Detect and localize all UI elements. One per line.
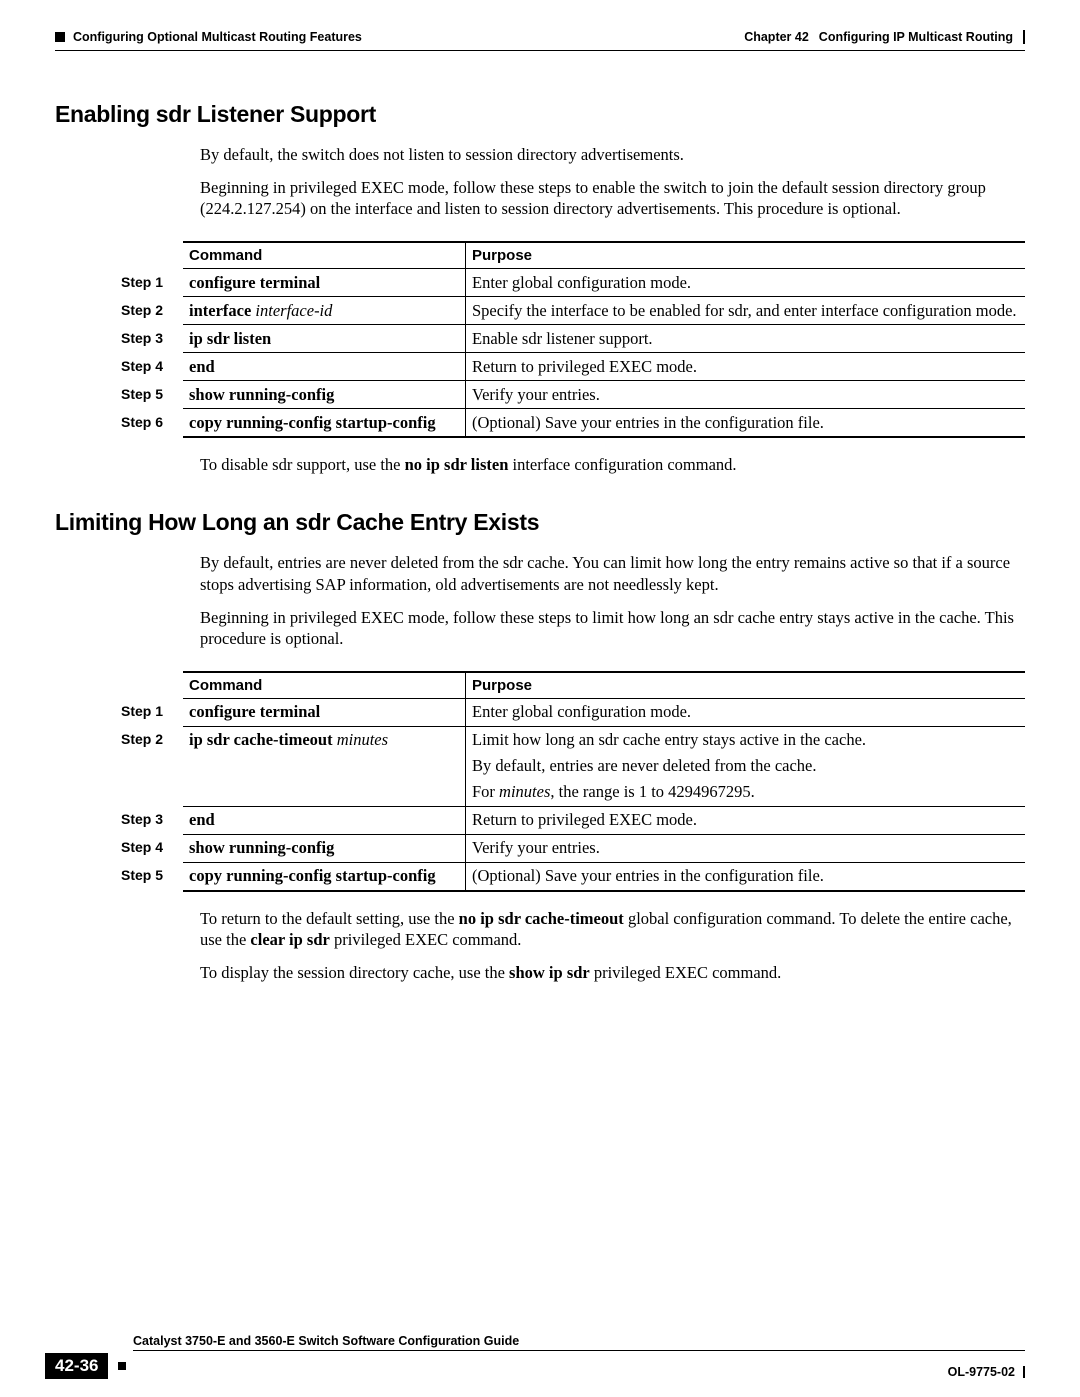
table-row: Step 4endReturn to privileged EXEC mode. xyxy=(115,353,1025,381)
section1-heading: Enabling sdr Listener Support xyxy=(55,101,1025,128)
section1-note-bold: no ip sdr listen xyxy=(405,455,509,474)
section2-notes: To return to the default setting, use th… xyxy=(200,908,1025,983)
command-cell: show running-config xyxy=(183,381,466,409)
step-label: Step 1 xyxy=(115,269,183,297)
step-label: Step 3 xyxy=(115,325,183,353)
table-row: Step 1configure terminalEnter global con… xyxy=(115,698,1025,726)
section2-para2: Beginning in privileged EXEC mode, follo… xyxy=(200,607,1025,649)
table2: Command Purpose Step 1configure terminal… xyxy=(115,671,1025,892)
header-chapter-number: Chapter 42 xyxy=(744,30,809,44)
step-label: Step 5 xyxy=(115,862,183,891)
step-label: Step 2 xyxy=(115,726,183,806)
table-row: Step 5show running-configVerify your ent… xyxy=(115,381,1025,409)
purpose-cell: (Optional) Save your entries in the conf… xyxy=(466,409,1026,438)
section2-noteB-prefix: To display the session directory cache, … xyxy=(200,963,509,982)
table-row: Step 3endReturn to privileged EXEC mode. xyxy=(115,806,1025,834)
step-label: Step 5 xyxy=(115,381,183,409)
table-row: Step 5copy running-config startup-config… xyxy=(115,862,1025,891)
command-cell: ip sdr cache-timeout minutes xyxy=(183,726,466,806)
command-cell: configure terminal xyxy=(183,269,466,297)
table2-header-purpose: Purpose xyxy=(466,672,1026,699)
header-square-icon xyxy=(55,32,65,42)
purpose-cell: Verify your entries. xyxy=(466,381,1026,409)
command-cell: copy running-config startup-config xyxy=(183,862,466,891)
command-cell: show running-config xyxy=(183,834,466,862)
purpose-cell: Return to privileged EXEC mode. xyxy=(466,353,1026,381)
step-label: Step 3 xyxy=(115,806,183,834)
table1-header-command: Command xyxy=(183,242,466,269)
footer-rule xyxy=(133,1350,1025,1351)
command-cell: end xyxy=(183,806,466,834)
section2-noteB-suffix: privileged EXEC command. xyxy=(590,963,782,982)
header-chapter-title: Configuring IP Multicast Routing xyxy=(819,30,1013,44)
table1-header-blank xyxy=(115,242,183,269)
section2-noteB-bold: show ip sdr xyxy=(509,963,590,982)
step-label: Step 6 xyxy=(115,409,183,438)
section2-noteA-prefix: To return to the default setting, use th… xyxy=(200,909,459,928)
table-row: Step 3ip sdr listenEnable sdr listener s… xyxy=(115,325,1025,353)
command-cell: ip sdr listen xyxy=(183,325,466,353)
command-cell: end xyxy=(183,353,466,381)
table-row: Step 6copy running-config startup-config… xyxy=(115,409,1025,438)
purpose-cell: Verify your entries. xyxy=(466,834,1026,862)
footer-doc-id: OL-9775-02 xyxy=(948,1365,1015,1379)
section2-noteA-bold2: clear ip sdr xyxy=(250,930,329,949)
table-row: Step 2interface interface-idSpecify the … xyxy=(115,297,1025,325)
table2-header-command: Command xyxy=(183,672,466,699)
purpose-cell: Enter global configuration mode. xyxy=(466,269,1026,297)
header-section-label: Configuring Optional Multicast Routing F… xyxy=(73,30,362,44)
section1-para1: By default, the switch does not listen t… xyxy=(200,144,1025,165)
step-label: Step 4 xyxy=(115,353,183,381)
step-label: Step 2 xyxy=(115,297,183,325)
table2-header-blank xyxy=(115,672,183,699)
table-row: Step 1configure terminalEnter global con… xyxy=(115,269,1025,297)
step-label: Step 4 xyxy=(115,834,183,862)
footer-square-icon xyxy=(118,1362,126,1370)
command-argument: interface-id xyxy=(255,301,332,320)
page-footer: Catalyst 3750-E and 3560-E Switch Softwa… xyxy=(45,1334,1025,1379)
section1-note-prefix: To disable sdr support, use the xyxy=(200,455,405,474)
command-cell: configure terminal xyxy=(183,698,466,726)
section1-para2: Beginning in privileged EXEC mode, follo… xyxy=(200,177,1025,219)
purpose-cell: Limit how long an sdr cache entry stays … xyxy=(466,726,1026,806)
section1-body: By default, the switch does not listen t… xyxy=(200,144,1025,219)
header-rule xyxy=(55,50,1025,51)
page-number: 42-36 xyxy=(45,1353,108,1379)
footer-bar-icon xyxy=(1023,1366,1025,1378)
table1-header-purpose: Purpose xyxy=(466,242,1026,269)
section2-body: By default, entries are never deleted fr… xyxy=(200,552,1025,648)
header-bar-icon xyxy=(1023,30,1025,44)
table-row: Step 4show running-configVerify your ent… xyxy=(115,834,1025,862)
section2-heading: Limiting How Long an sdr Cache Entry Exi… xyxy=(55,509,1025,536)
purpose-cell: Return to privileged EXEC mode. xyxy=(466,806,1026,834)
purpose-cell: (Optional) Save your entries in the conf… xyxy=(466,862,1026,891)
section1-note: To disable sdr support, use the no ip sd… xyxy=(200,454,1025,475)
step-label: Step 1 xyxy=(115,698,183,726)
command-argument: minutes xyxy=(337,730,388,749)
purpose-cell: Specify the interface to be enabled for … xyxy=(466,297,1026,325)
section2-para1: By default, entries are never deleted fr… xyxy=(200,552,1025,594)
section1-note-suffix: interface configuration command. xyxy=(508,455,736,474)
purpose-cell: Enter global configuration mode. xyxy=(466,698,1026,726)
section2-noteA-bold1: no ip sdr cache-timeout xyxy=(459,909,624,928)
command-cell: interface interface-id xyxy=(183,297,466,325)
running-header: Configuring Optional Multicast Routing F… xyxy=(55,30,1025,44)
footer-guide-title: Catalyst 3750-E and 3560-E Switch Softwa… xyxy=(133,1334,1025,1348)
section2-noteA-suffix: privileged EXEC command. xyxy=(330,930,522,949)
purpose-cell: Enable sdr listener support. xyxy=(466,325,1026,353)
table1: Command Purpose Step 1configure terminal… xyxy=(115,241,1025,438)
command-cell: copy running-config startup-config xyxy=(183,409,466,438)
table-row: Step 2ip sdr cache-timeout minutesLimit … xyxy=(115,726,1025,806)
